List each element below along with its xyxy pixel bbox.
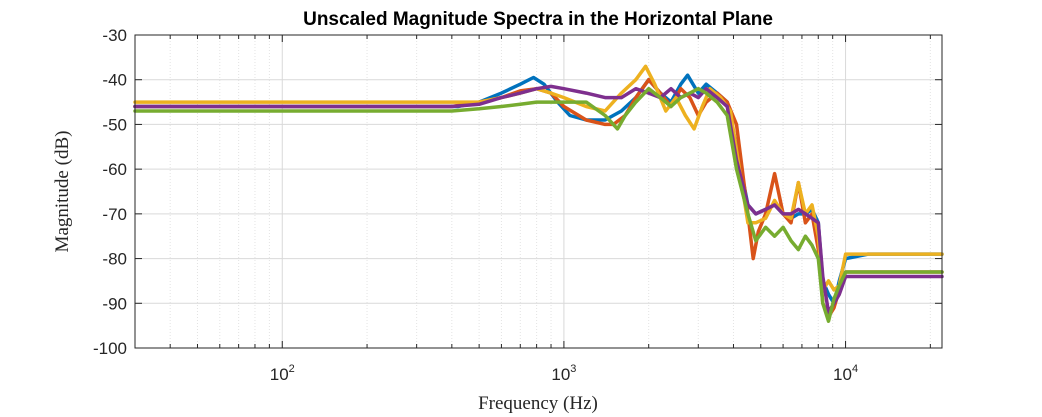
y-tick-label: -80 — [102, 250, 127, 269]
y-tick-label: -90 — [102, 294, 127, 313]
y-tick-label: -100 — [93, 339, 127, 358]
x-axis-label: Frequency (Hz) — [478, 393, 598, 414]
y-tick-label: -60 — [102, 160, 127, 179]
series-line-5 — [133, 86, 944, 323]
x-axis-ticks: 102 103 104 — [134, 35, 931, 384]
plot-area-frame — [134, 34, 943, 349]
x-tick-label: 104 — [833, 363, 858, 384]
y-axis-label: Magnitude (dB) — [52, 131, 73, 253]
x-tick-label: 103 — [551, 363, 576, 384]
series-line-4 — [133, 84, 944, 314]
y-tick-label: -30 — [102, 26, 127, 45]
y-tick-label: -50 — [102, 115, 127, 134]
y-axis-ticks: -30 -40 -50 -60 -70 -80 -90 -100 — [93, 26, 942, 358]
plot-lines — [133, 64, 944, 323]
y-tick-label: -40 — [102, 71, 127, 90]
chart-title: Unscaled Magnitude Spectra in the Horizo… — [303, 9, 773, 30]
y-tick-label: -70 — [102, 205, 127, 224]
x-tick-label: 102 — [270, 363, 295, 384]
